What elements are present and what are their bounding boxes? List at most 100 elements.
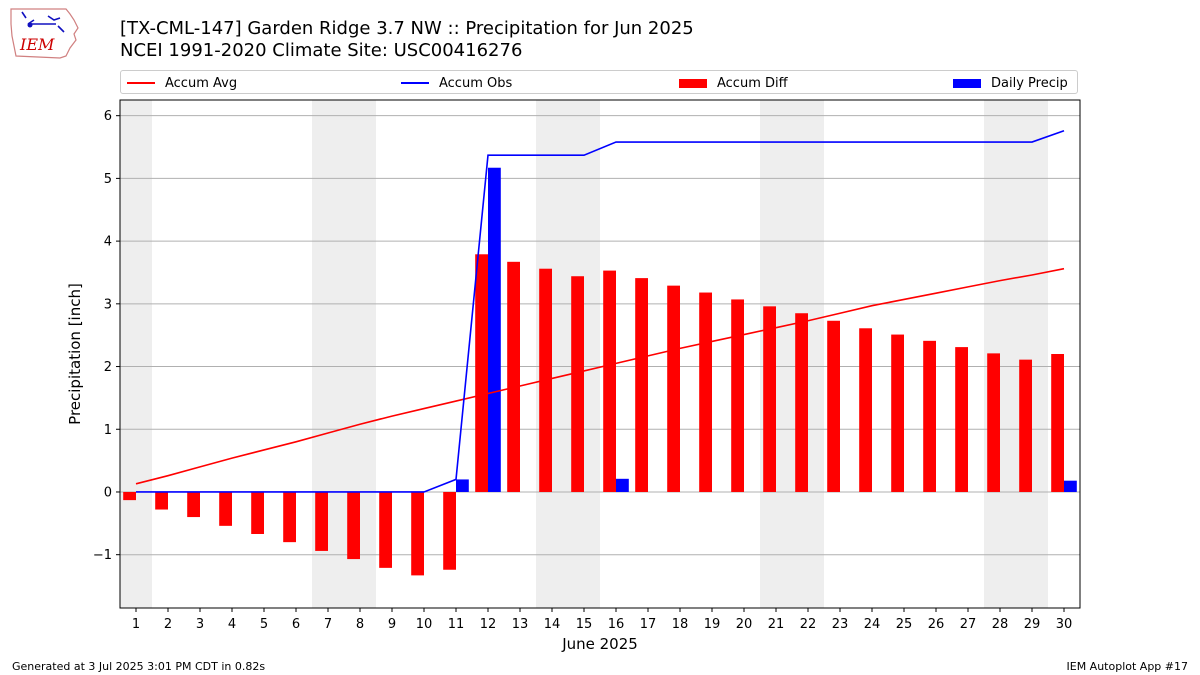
legend-swatch [953,78,981,88]
legend-label: Accum Avg [165,75,238,91]
accum-diff-bar [859,328,872,492]
accum-diff-bar [603,270,616,492]
x-tick-label: 22 [800,617,817,632]
accum-diff-bar [187,491,200,518]
y-tick-label: 5 [104,172,112,187]
accum-obs-line [136,129,1065,493]
x-tick-label: 25 [896,617,913,632]
daily-precip-bar [1064,480,1077,492]
x-tick-label: 7 [324,617,332,632]
weekend-shade [120,100,152,608]
legend-label: Accum Diff [717,75,788,91]
x-tick-label: 6 [292,617,300,632]
y-tick-label: 6 [104,109,112,124]
x-tick-label: 30 [1056,617,1073,632]
x-tick-label: 20 [736,617,753,632]
accum-diff-bar [827,320,840,492]
accum-diff-bar [731,299,744,492]
y-tick-label: 4 [104,235,112,250]
x-tick-label: 27 [960,617,977,632]
accum-diff-bar [443,491,456,570]
daily-precip-bar [616,478,629,492]
chart-subtitle: NCEI 1991-2020 Climate Site: USC00416276 [120,40,523,61]
x-tick-label: 19 [704,617,721,632]
accum-diff-bar [795,313,808,492]
legend-label: Accum Obs [439,75,513,91]
legend-item-accum-avg: Accum Avg [127,71,237,95]
x-tick-label: 15 [576,617,593,632]
accum-diff-bar [315,491,328,551]
x-tick-label: 26 [928,617,945,632]
plot-frame [119,99,1081,609]
legend-swatch [127,82,155,84]
x-tick-label: 10 [416,617,433,632]
y-tick-label: 2 [104,360,112,375]
accum-diff-bar [155,491,168,510]
x-tick-label: 18 [672,617,689,632]
accum-diff-bar [891,334,904,492]
x-tick-label: 13 [512,617,529,632]
accum-diff-bar [379,491,392,568]
legend-label: Daily Precip [991,75,1068,91]
accum-diff-bar [763,306,776,492]
x-tick-label: 9 [388,617,396,632]
accum-diff-bar [635,278,648,492]
weather-symbols-icon [21,11,65,33]
x-tick-label: 4 [228,617,236,632]
accum-diff-bar [475,254,488,492]
x-tick-label: 17 [640,617,657,632]
legend: Accum Avg Accum Obs Accum Diff Daily Pre… [120,70,1078,94]
accum-diff-bar [955,347,968,492]
legend-swatch [679,78,707,88]
x-tick-label: 14 [544,617,561,632]
accum-diff-bar [667,285,680,492]
accum-diff-bar [251,491,264,534]
legend-item-accum-diff: Accum Diff [679,71,788,95]
x-axis-label: June 2025 [561,635,638,653]
x-tick-label: 21 [768,617,785,632]
weather-dot-icon [27,22,33,28]
y-tick-label: 1 [104,423,112,438]
x-tick-label: 12 [480,617,497,632]
x-tick-label: 11 [448,617,465,632]
accum-diff-bar [987,353,1000,492]
y-tick-label: −1 [93,548,112,563]
x-tick-label: 29 [1024,617,1041,632]
legend-item-accum-obs: Accum Obs [401,71,512,95]
iowa-outline-icon [10,8,79,59]
x-tick-label: 2 [164,617,172,632]
accum-diff-bar [283,491,296,543]
logo-text: IEM [19,35,55,54]
accum-diff-bar [1051,354,1064,492]
footer-generated-text: Generated at 3 Jul 2025 3:01 PM CDT in 0… [12,660,266,673]
footer-app-text: IEM Autoplot App #17 [1066,660,1189,673]
chart-title: [TX-CML-147] Garden Ridge 3.7 NW :: Prec… [120,18,694,39]
accum-diff-bar [507,261,520,492]
accum-diff-bar [123,491,136,501]
legend-swatch [401,82,429,84]
x-tick-label: 8 [356,617,364,632]
x-tick-label: 5 [260,617,268,632]
x-tick-label: 16 [608,617,625,632]
accum-diff-bar [699,292,712,492]
daily-precip-bar [488,167,501,492]
legend-item-daily-precip: Daily Precip [953,71,1068,95]
y-axis-label: Precipitation [inch] [66,283,84,425]
accum-avg-line [135,267,1065,485]
x-tick-label: 1 [132,617,140,632]
y-tick-label: 3 [104,297,112,312]
accum-diff-bar [923,340,936,492]
y-tick-label: 0 [104,485,112,500]
iem-logo: IEM [10,8,79,59]
x-tick-label: 28 [992,617,1009,632]
weekend-shade [1016,100,1048,608]
x-tick-label: 3 [196,617,204,632]
accum-diff-bar [1019,359,1032,492]
x-tick-label: 23 [832,617,849,632]
accum-diff-bar [411,491,424,576]
daily-precip-bar [456,479,469,492]
x-tick-label: 24 [864,617,881,632]
accum-diff-bar [219,491,232,526]
accum-diff-bar [571,276,584,492]
